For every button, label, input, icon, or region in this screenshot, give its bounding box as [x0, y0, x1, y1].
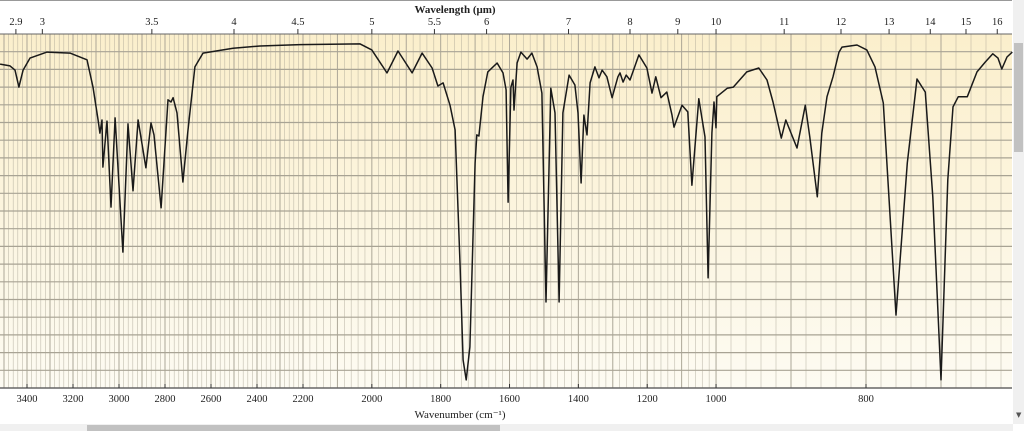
ir-spectrum-chart: 3400 3200 3000 2800 2600 2400 2200 2000 1800 1600… — [0, 0, 1013, 421]
x-tick-label: 2000 — [361, 394, 382, 405]
x-tick-label: 1800 — [430, 394, 451, 405]
axis-ticks: 3400 3200 3000 2800 2600 2400 2200 2000 1800 1600… — [9, 17, 1003, 405]
x-tick-label: 1200 — [637, 394, 658, 405]
x2-tick-label: 4 — [231, 17, 237, 28]
x2-tick-label: 16 — [992, 17, 1003, 28]
x-axis-title: Wavenumber (cm⁻¹) — [415, 409, 506, 421]
horizontal-scrollbar[interactable] — [0, 424, 1013, 431]
x-tick-label: 1400 — [568, 394, 589, 405]
x-tick-label: 3400 — [17, 394, 38, 405]
x2-tick-label: 6 — [484, 17, 489, 28]
x2-tick-label: 7 — [566, 17, 571, 28]
x-tick-label: 1000 — [706, 394, 727, 405]
vertical-scroll-thumb[interactable] — [1014, 43, 1023, 152]
x-tick-label: 3200 — [63, 394, 84, 405]
x2-axis-title: Wavelength (μm) — [414, 4, 495, 16]
x2-tick-label: 2.9 — [9, 17, 22, 28]
x2-tick-label: 4.5 — [291, 17, 304, 28]
x-tick-label: 2800 — [155, 394, 176, 405]
x-tick-label: 3000 — [109, 394, 130, 405]
x2-tick-label: 14 — [925, 17, 936, 28]
x2-tick-label: 10 — [711, 17, 722, 28]
x2-tick-label: 11 — [779, 17, 789, 28]
scroll-down-arrow-icon[interactable]: ▼ — [1016, 411, 1022, 419]
horizontal-scroll-thumb[interactable] — [87, 425, 500, 431]
x2-tick-label: 13 — [884, 17, 895, 28]
x2-tick-label: 3 — [40, 17, 45, 28]
x2-tick-label: 5.5 — [428, 17, 441, 28]
x2-tick-label: 15 — [961, 17, 972, 28]
x-tick-label: 1600 — [499, 394, 520, 405]
x-tick-label: 2400 — [247, 394, 268, 405]
grid — [0, 34, 1012, 388]
x2-tick-label: 9 — [675, 17, 680, 28]
x2-tick-label: 5 — [369, 17, 374, 28]
x-tick-label: 800 — [858, 394, 874, 405]
x-tick-label: 2600 — [201, 394, 222, 405]
x2-tick-label: 3.5 — [145, 17, 158, 28]
x-tick-label: 2200 — [293, 394, 314, 405]
x2-tick-label: 12 — [836, 17, 847, 28]
series-line — [0, 43, 1013, 381]
vertical-scrollbar[interactable]: ▼ — [1013, 0, 1024, 424]
x2-tick-label: 8 — [627, 17, 632, 28]
